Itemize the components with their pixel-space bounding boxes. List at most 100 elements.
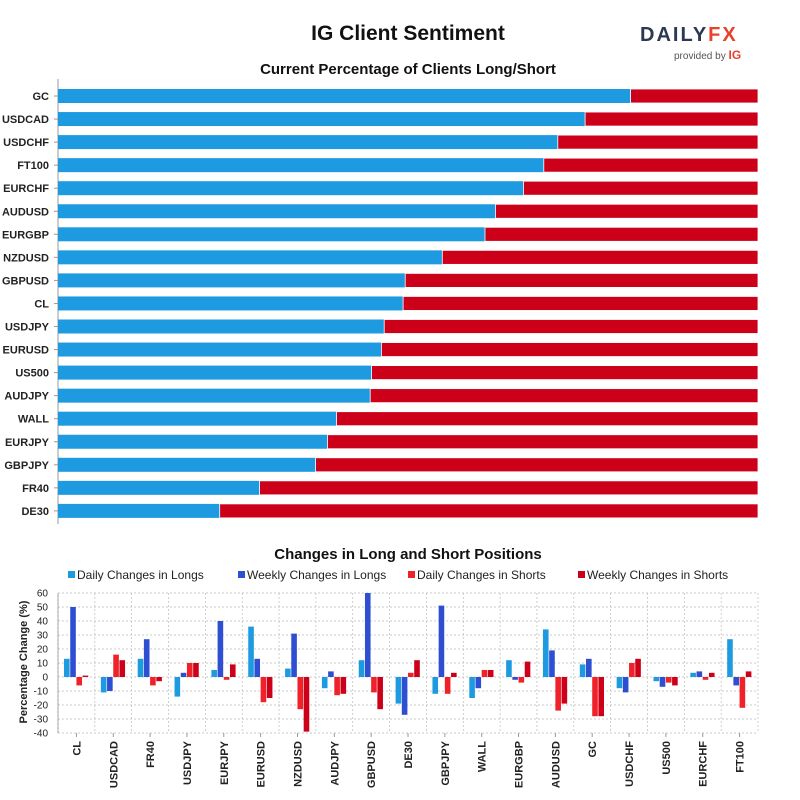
change-bar [444, 677, 451, 694]
long-bar [58, 135, 558, 150]
change-bar [70, 607, 76, 677]
sentiment-chart-title: Current Percentage of Clients Long/Short [260, 61, 556, 78]
change-bar [254, 658, 261, 677]
change-bar [64, 658, 70, 677]
legend-swatch [578, 571, 585, 578]
y-tick-label: 60 [37, 589, 49, 600]
change-bar [555, 677, 561, 711]
change-bar [248, 626, 254, 677]
change-bar [143, 639, 150, 677]
change-bar [266, 677, 273, 698]
sentiment-category-label: WALL [18, 414, 49, 426]
change-bar [506, 660, 512, 677]
change-bar [475, 677, 482, 689]
legend-swatch [408, 571, 415, 578]
sentiment-category-label: EURCHF [3, 183, 49, 195]
change-bar [622, 677, 629, 693]
sentiment-bar-chart: GC USDCAD USDCHF FT100 EURCHF AUDUSD EURGBP NZD… [2, 79, 759, 524]
change-bar [653, 677, 660, 682]
long-bar [58, 204, 496, 219]
x-category-label: EURGBP [514, 741, 526, 788]
change-bar [549, 650, 555, 677]
x-category-label: NZDUSD [292, 741, 304, 787]
y-tick-label: -10 [34, 687, 49, 698]
short-bar [495, 203, 759, 219]
y-tick-label: -20 [34, 701, 49, 712]
short-bar [371, 365, 759, 381]
short-bar [380, 342, 759, 357]
short-bar [441, 249, 759, 265]
change-bar [364, 593, 371, 677]
change-bar [690, 672, 696, 677]
x-category-label: GC [587, 741, 599, 758]
change-bar [672, 677, 678, 686]
sentiment-category-label: US500 [15, 368, 49, 380]
page-title: IG Client Sentiment [311, 22, 505, 45]
x-category-label: EURCHF [698, 741, 710, 787]
change-bar [119, 660, 126, 677]
change-bar [592, 677, 598, 717]
y-tick-label: 40 [37, 617, 49, 628]
short-bar [383, 319, 759, 334]
change-bar [358, 660, 365, 677]
x-category-label: AUDJPY [329, 740, 341, 785]
long-bar [58, 457, 316, 472]
change-bar [321, 677, 328, 689]
change-bar [82, 675, 89, 677]
y-tick-label: -40 [34, 729, 49, 740]
y-tick-label: 20 [37, 645, 49, 656]
x-category-label: USDCHF [624, 741, 636, 787]
logo-provided-by: provided by IG [640, 48, 750, 62]
sentiment-category-label: AUDUSD [2, 206, 49, 218]
change-bar [438, 605, 445, 677]
change-bar [291, 633, 297, 677]
legend-swatch [68, 571, 75, 578]
x-category-label: WALL [477, 741, 489, 772]
x-category-label: USDCAD [108, 741, 120, 788]
change-bar [285, 668, 291, 677]
x-category-label: USDJPY [182, 740, 194, 785]
change-bar [469, 677, 475, 698]
short-bar [336, 411, 759, 427]
legend-label: Weekly Changes in Shorts [587, 568, 728, 582]
short-bar [402, 296, 759, 311]
long-bar [58, 480, 260, 495]
change-bar [334, 677, 340, 696]
change-bar [150, 677, 156, 686]
x-category-label: FT100 [735, 741, 747, 773]
x-category-label: FR40 [145, 741, 157, 768]
short-bar [259, 480, 759, 496]
change-bar [303, 677, 310, 732]
long-bar [58, 250, 443, 265]
change-bar [401, 677, 408, 715]
change-bar [702, 677, 709, 680]
long-bar [58, 411, 337, 426]
logo-brand-part2: FX [708, 24, 738, 46]
change-bar [616, 677, 623, 689]
change-bar [211, 670, 217, 677]
x-category-label: CL [71, 741, 83, 756]
logo-provided-by-text: provided by [674, 51, 726, 62]
long-bar [58, 388, 371, 403]
change-bar [340, 677, 347, 694]
sentiment-category-label: CL [34, 298, 49, 310]
short-bar [630, 88, 759, 104]
long-bar [58, 227, 485, 242]
long-bar [58, 89, 631, 103]
change-bar [727, 639, 733, 677]
change-bar [137, 658, 144, 677]
y-tick-label: 30 [37, 631, 49, 642]
change-bar [512, 677, 518, 680]
change-bar [113, 654, 119, 677]
y-tick-label: 10 [37, 659, 49, 670]
change-bar [451, 672, 457, 677]
short-bar [315, 457, 759, 473]
x-category-label: EURJPY [219, 740, 231, 785]
logo-wordmark: DAILYFX [640, 24, 750, 47]
change-bar [180, 672, 187, 677]
change-bar [561, 677, 568, 704]
x-category-label: US500 [661, 741, 673, 775]
change-bar [174, 677, 181, 697]
sentiment-category-label: USDJPY [5, 322, 50, 334]
long-bar [58, 365, 372, 380]
